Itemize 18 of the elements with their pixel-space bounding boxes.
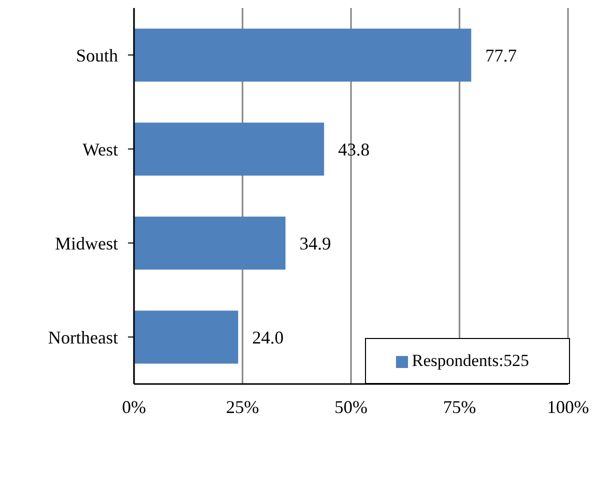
data-label: 77.7 — [485, 45, 517, 66]
data-label: 43.8 — [338, 139, 370, 160]
data-label: 34.9 — [299, 233, 331, 254]
y-tick-label: Northeast — [48, 327, 118, 348]
y-tick-label: West — [82, 139, 118, 160]
x-tick-label: 0% — [122, 396, 146, 417]
x-tick-label: 25% — [226, 396, 259, 417]
x-tick-label: 75% — [443, 396, 476, 417]
x-tick-label: 100% — [547, 396, 589, 417]
bar — [134, 28, 472, 82]
bar — [134, 216, 286, 270]
bar — [134, 122, 324, 176]
y-tick-label: Midwest — [55, 233, 118, 254]
legend-label: Respondents:525 — [412, 351, 529, 370]
data-label: 24.0 — [252, 327, 284, 348]
bar — [134, 310, 238, 364]
y-tick-label: South — [76, 45, 118, 66]
x-tick-label: 50% — [334, 396, 368, 417]
